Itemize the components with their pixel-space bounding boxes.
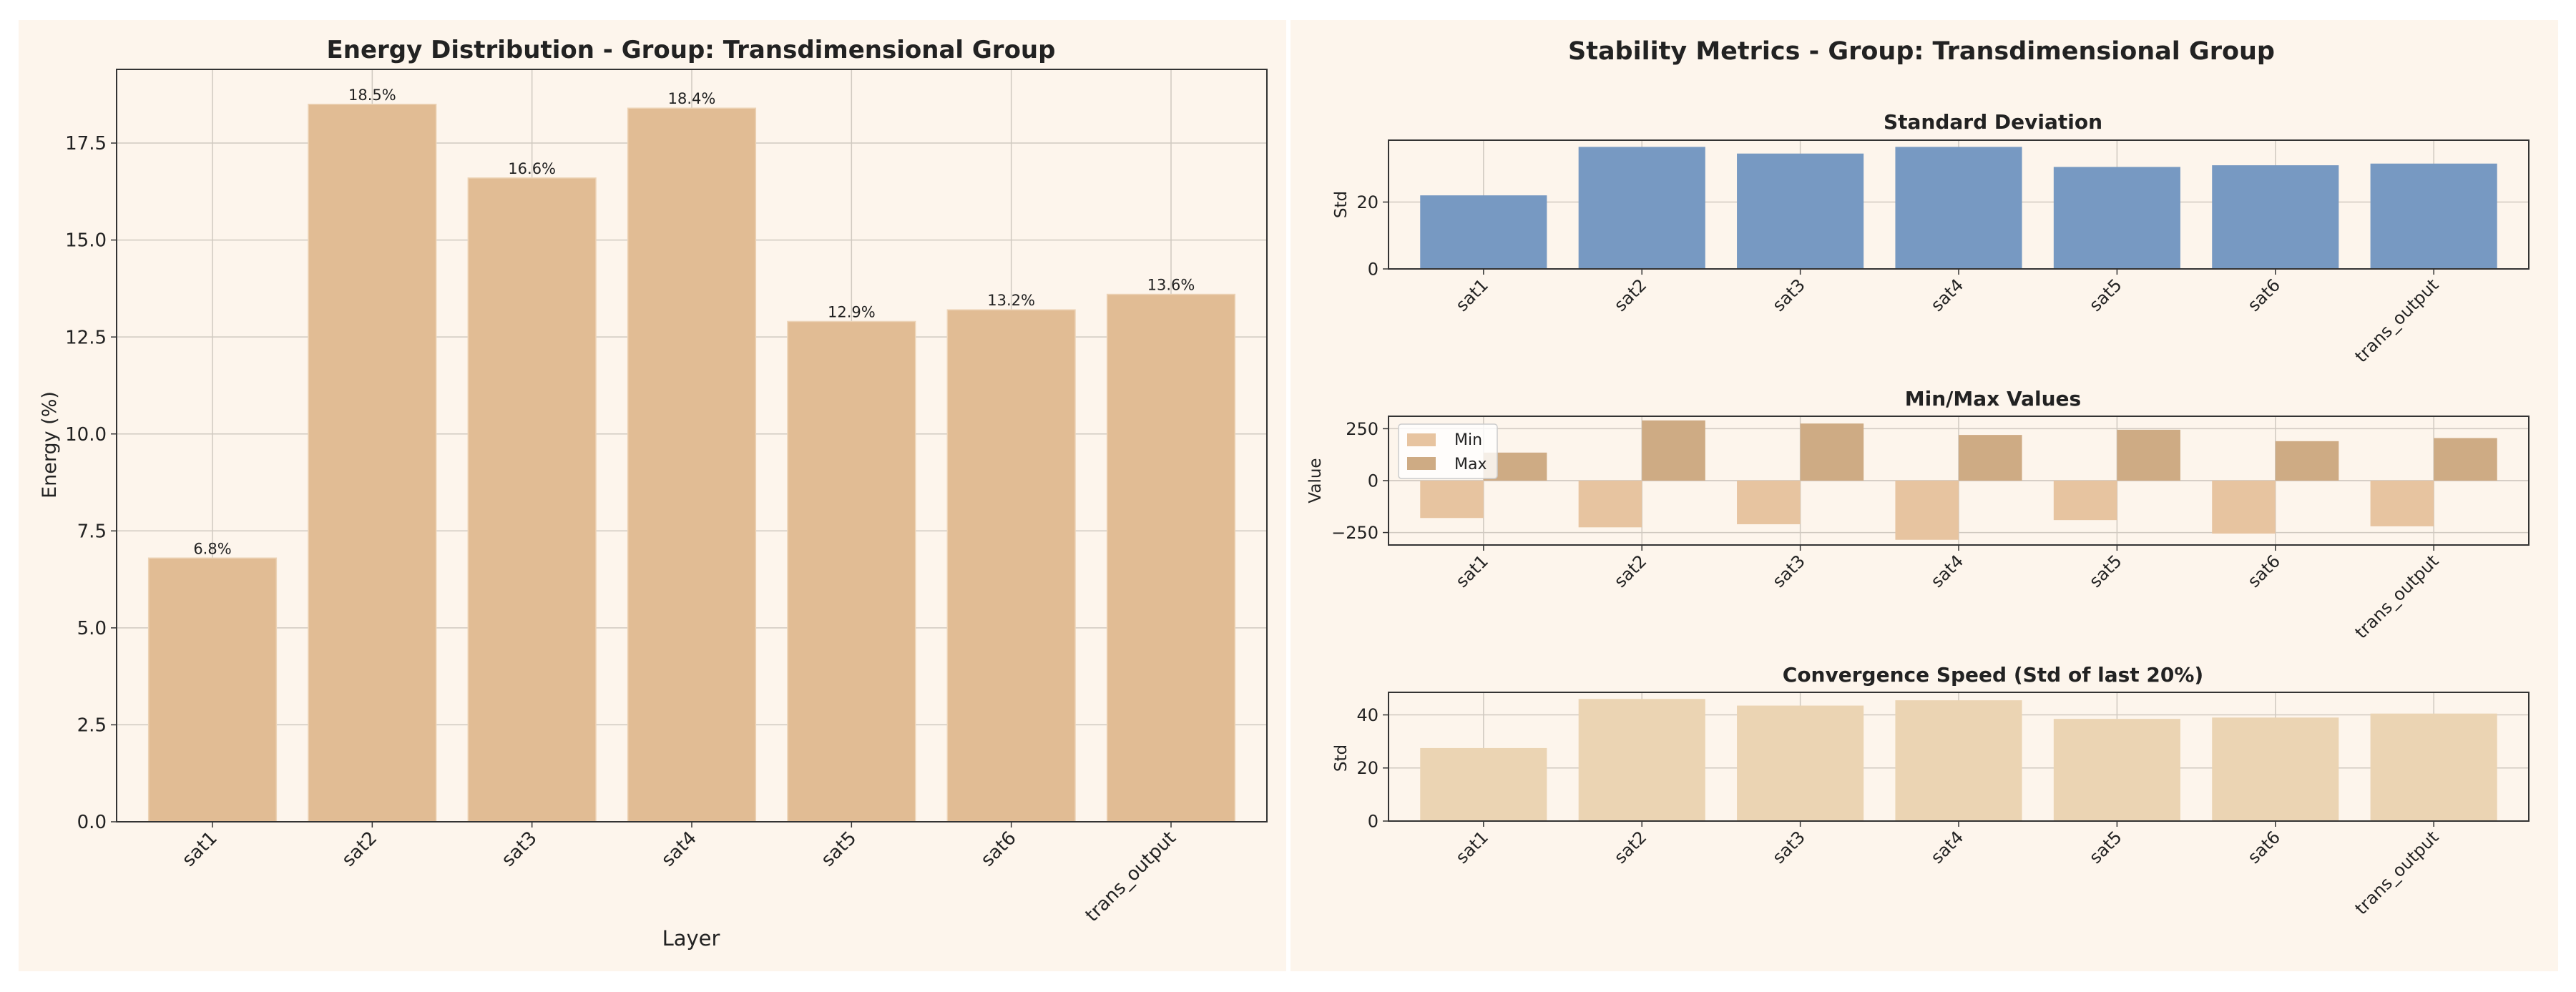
minmax-y-axis-label: Value [1306, 458, 1325, 503]
bar-max-sat6 [2275, 441, 2339, 481]
bar-trans_output [1106, 293, 1236, 822]
data-label-trans_output: 13.6% [1147, 277, 1195, 294]
bar-sat4 [1895, 147, 2022, 269]
y-tick-label: 0.0 [77, 812, 107, 833]
convergence-bars [1420, 699, 2497, 821]
bar-sat1 [1420, 747, 1547, 821]
energy-y-ticks: 0.0 2.5 5.0 7.5 10.0 12.5 15.0 17.5 [65, 133, 117, 833]
bar-sat4 [627, 107, 757, 822]
bar-sat2 [1578, 699, 1705, 821]
y-tick-label: 17.5 [65, 133, 107, 154]
bar-trans_output [2370, 163, 2497, 269]
y-tick-label: 20 [1356, 192, 1378, 212]
y-tick-label: 40 [1356, 705, 1378, 725]
minmax-legend: Min Max [1398, 423, 1498, 479]
energy-chart-title: Energy Distribution - Group: Transdimens… [327, 36, 1056, 64]
bar-sat3 [467, 177, 597, 822]
bar-min-trans_output [2370, 481, 2434, 526]
std-y-ticks: 0 20 [1356, 192, 1389, 279]
bar-sat6 [2212, 165, 2339, 269]
bar-max-sat3 [1800, 423, 1864, 481]
convergence-y-axis-label: Std [1332, 745, 1351, 772]
bar-sat1 [1420, 195, 1547, 269]
data-label-sat2: 18.5% [348, 87, 396, 104]
legend-min-swatch [1407, 433, 1436, 446]
bar-sat5 [2053, 719, 2180, 821]
y-tick-label: 250 [1346, 419, 1378, 439]
y-tick-label: 0 [1368, 259, 1378, 279]
bar-sat5 [2053, 167, 2180, 269]
y-tick-label: 2.5 [77, 715, 107, 737]
bar-min-sat4 [1895, 481, 1959, 540]
data-label-sat6: 13.2% [987, 292, 1035, 309]
y-tick-label: 10.0 [65, 424, 107, 446]
convergence-y-ticks: 0 20 40 [1356, 705, 1389, 831]
std-y-axis-label: Std [1332, 191, 1351, 218]
bar-sat3 [1737, 153, 1864, 269]
minmax-chart-title: Min/Max Values [1905, 387, 2081, 411]
bar-sat5 [787, 320, 916, 822]
data-label-sat3: 16.6% [508, 160, 556, 177]
y-tick-label: 0 [1368, 811, 1378, 831]
stability-suptitle: Stability Metrics - Group: Transdimensio… [1568, 37, 2275, 66]
bar-sat4 [1895, 700, 2022, 821]
bar-sat2 [1578, 147, 1705, 269]
y-tick-label: −250 [1331, 523, 1378, 543]
y-tick-label: 7.5 [77, 521, 107, 542]
bar-max-trans_output [2434, 438, 2497, 481]
y-tick-label: 5.0 [77, 618, 107, 639]
energy-bars [147, 104, 1236, 822]
y-tick-label: 15.0 [65, 230, 107, 252]
data-label-sat5: 12.9% [828, 303, 876, 320]
energy-x-axis-label: Layer [662, 926, 720, 951]
legend-min-label: Min [1454, 431, 1482, 449]
bar-min-sat6 [2212, 481, 2276, 534]
bar-sat6 [946, 309, 1076, 822]
bar-min-sat2 [1578, 481, 1642, 528]
bar-sat6 [2212, 717, 2339, 821]
data-label-sat4: 18.4% [668, 90, 716, 107]
data-label-sat1: 6.8% [193, 540, 231, 557]
legend-max-swatch [1407, 457, 1436, 470]
minmax-y-ticks: −250 0 250 [1331, 419, 1389, 543]
bar-trans_output [2370, 713, 2497, 821]
bar-min-sat5 [2053, 481, 2117, 521]
bar-sat3 [1737, 705, 1864, 821]
minmax-plot-frame [1388, 416, 2530, 546]
bar-sat2 [308, 104, 437, 822]
y-tick-label: 12.5 [65, 327, 107, 348]
y-tick-label: 20 [1356, 758, 1378, 778]
std-plot-frame [1388, 139, 2530, 270]
energy-data-labels: 6.8% 18.5% 16.6% 18.4% 12.9% 13.2% 13.6% [193, 87, 1195, 557]
convergence-chart-title: Convergence Speed (Std of last 20%) [1783, 663, 2203, 687]
bar-max-sat5 [2117, 429, 2180, 481]
bar-min-sat1 [1420, 481, 1484, 519]
energy-y-axis-label: Energy (%) [39, 391, 61, 499]
bar-sat1 [147, 557, 278, 822]
y-tick-label: 0 [1368, 471, 1378, 491]
convergence-plot-frame [1388, 692, 2530, 822]
bar-max-sat4 [1959, 435, 2022, 481]
std-bars [1420, 147, 2497, 269]
bar-max-sat2 [1642, 420, 1705, 481]
std-chart-title: Standard Deviation [1884, 110, 2102, 134]
energy-plot-frame [116, 69, 1268, 822]
legend-max-label: Max [1454, 456, 1487, 473]
bar-min-sat3 [1737, 481, 1801, 524]
